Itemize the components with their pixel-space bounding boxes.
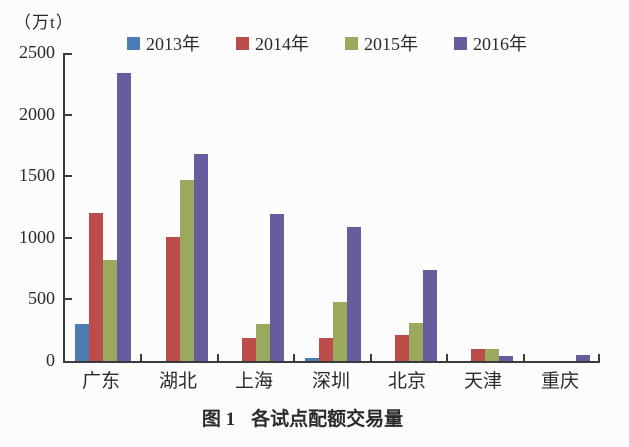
bar-c1-s2	[89, 213, 103, 361]
legend-item-4: 2016年	[454, 30, 527, 56]
legend-label: 2014年	[255, 34, 309, 54]
y-axis-tick-label: 1500	[19, 165, 55, 185]
x-axis-tick	[140, 354, 142, 361]
caption: 图 1 各试点配额交易量	[0, 404, 605, 431]
y-axis-tick	[65, 237, 72, 239]
legend-label: 2015年	[364, 34, 418, 54]
bar-c3-s4	[270, 214, 284, 361]
bar-c1-s1	[75, 324, 89, 361]
legend: 2013年 2014年 2015年 2016年	[127, 30, 527, 56]
legend-label: 2016年	[473, 34, 527, 54]
bar-c7-s4	[576, 355, 590, 361]
y-axis-tick-label: 1000	[19, 227, 55, 247]
bar-c6-s2	[471, 349, 485, 361]
legend-item-3: 2015年	[345, 30, 418, 56]
legend-swatch	[454, 36, 467, 50]
caption-label: 图 1	[201, 409, 236, 430]
x-axis-label: 上海	[234, 371, 273, 392]
y-axis-tick	[65, 53, 72, 55]
bar-c1-s4	[117, 73, 131, 361]
y-axis-tick-label: 2500	[19, 42, 55, 62]
y-axis-unit-label: （万t）	[14, 13, 74, 32]
bar-c2-s3	[180, 180, 194, 361]
bar-c6-s3	[485, 349, 499, 361]
plot-area	[63, 53, 600, 363]
y-axis-tick	[65, 298, 72, 300]
x-axis-label: 深圳	[311, 371, 350, 392]
x-axis-label: 广东	[81, 371, 120, 392]
caption-title: 各试点配额交易量	[251, 409, 404, 430]
x-axis-label: 北京	[387, 371, 426, 392]
legend-swatch	[236, 36, 249, 50]
y-axis-tick-label: 0	[46, 350, 55, 370]
bar-c3-s3	[256, 324, 270, 361]
legend-swatch	[345, 36, 358, 50]
x-axis-tick	[370, 354, 372, 361]
y-axis-tick	[65, 175, 72, 177]
x-axis-tick	[293, 354, 295, 361]
bar-c5-s4	[423, 270, 437, 361]
x-axis-label: 重庆	[540, 371, 579, 392]
x-axis-label: 湖北	[158, 371, 197, 392]
bar-c4-s2	[319, 338, 333, 361]
legend-swatch	[127, 36, 140, 50]
x-axis-tick	[446, 354, 448, 361]
x-axis-end-tick	[598, 354, 600, 361]
bar-c6-s4	[499, 356, 513, 361]
x-axis-tick	[523, 354, 525, 361]
bar-c2-s4	[194, 154, 208, 361]
bar-c1-s3	[103, 260, 117, 361]
x-axis-tick	[217, 354, 219, 361]
y-axis-tick-label: 500	[28, 288, 55, 308]
legend-item-2: 2014年	[236, 30, 309, 56]
bar-c3-s2	[242, 338, 256, 361]
y-axis-tick	[65, 114, 72, 116]
bar-c5-s2	[395, 335, 409, 361]
y-axis-tick-label: 2000	[19, 104, 55, 124]
legend-label: 2013年	[146, 34, 200, 54]
bar-c4-s3	[333, 302, 347, 361]
bar-c4-s1	[305, 358, 319, 361]
bar-c5-s3	[409, 323, 423, 361]
legend-item-1: 2013年	[127, 30, 200, 56]
bar-c4-s4	[347, 227, 361, 361]
bar-c2-s2	[166, 237, 180, 361]
x-axis-label: 天津	[463, 371, 502, 392]
